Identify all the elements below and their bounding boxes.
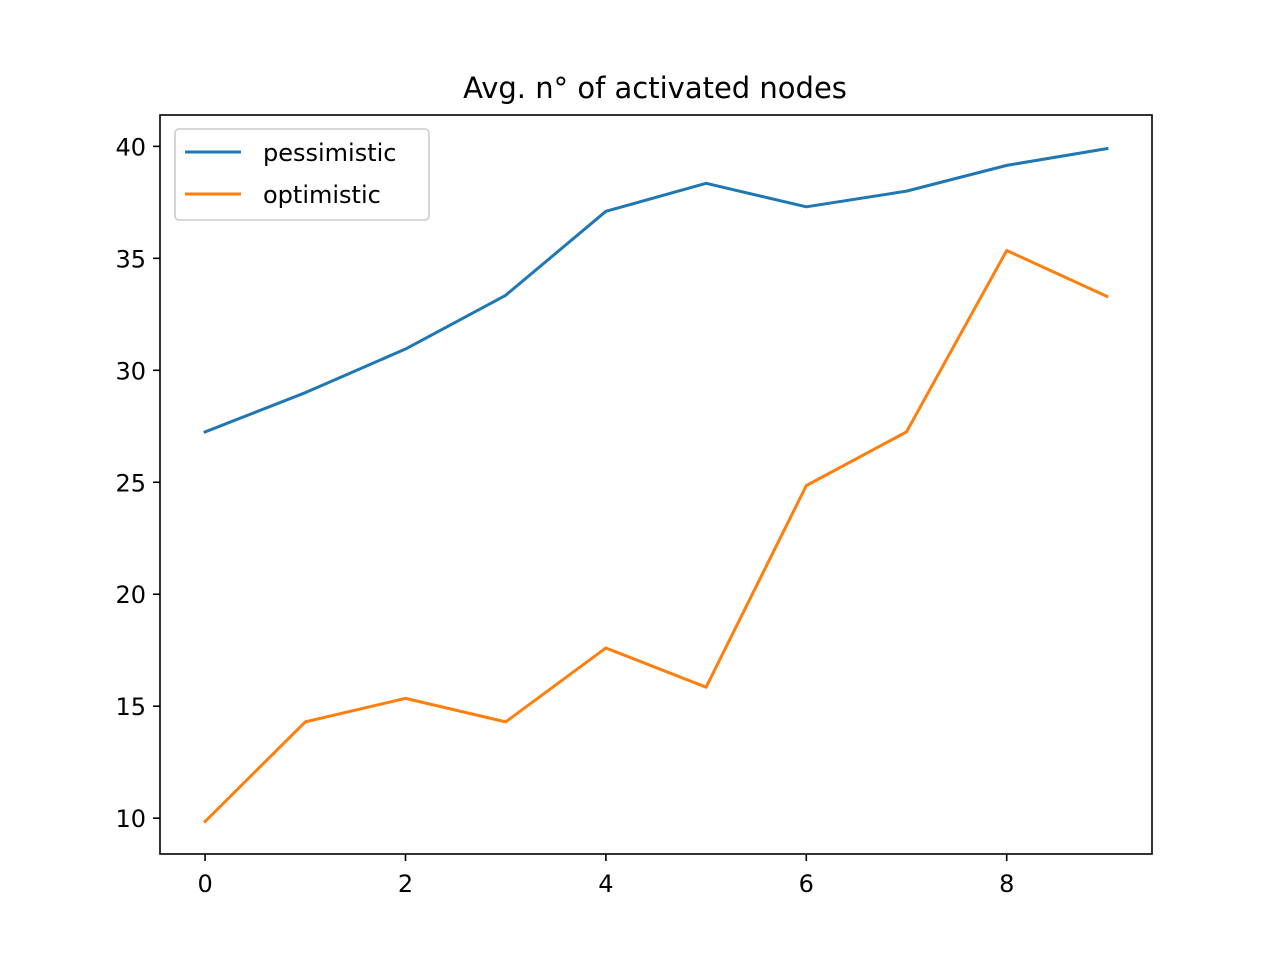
y-tick-label: 35 (115, 245, 146, 273)
plot-frame (159, 114, 1153, 855)
y-tick-label: 40 (115, 133, 146, 161)
legend-label-pessimistic: pessimistic (263, 139, 397, 167)
y-tick-label: 25 (115, 469, 146, 497)
legend-label-optimistic: optimistic (263, 181, 381, 209)
y-tick-label: 15 (115, 693, 146, 721)
legend: pessimistic optimistic (174, 128, 430, 221)
x-tick-label: 6 (799, 870, 814, 898)
series-line-optimistic (202, 248, 1109, 824)
series-layer (202, 146, 1109, 824)
y-tick-label: 20 (115, 581, 146, 609)
series-line-pessimistic (203, 146, 1109, 434)
y-tick-label: 10 (115, 805, 146, 833)
x-tick-label: 2 (398, 870, 413, 898)
chart-title: Avg. n° of activated nodes (463, 71, 847, 105)
x-tick-label: 0 (197, 870, 212, 898)
x-tick-label: 8 (999, 870, 1014, 898)
axes-layer: 0 2 4 6 8 10 15 20 25 30 35 40 (115, 114, 1153, 898)
y-tick-label: 30 (115, 357, 146, 385)
x-tick-label: 4 (598, 870, 613, 898)
